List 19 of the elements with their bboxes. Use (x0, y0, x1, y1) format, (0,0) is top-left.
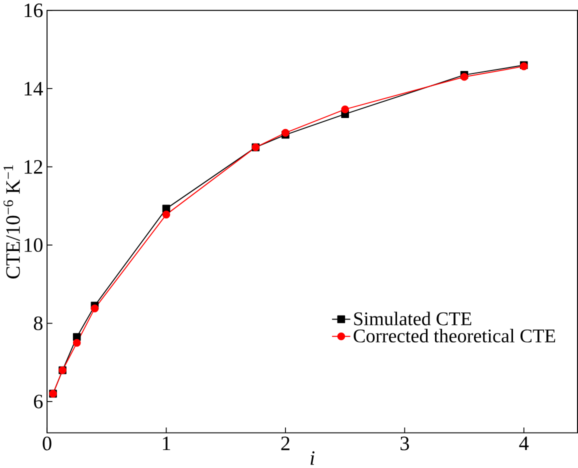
x-tick-label: 0 (42, 436, 52, 450)
point (162, 210, 170, 218)
point (72, 338, 81, 347)
y-tick-label: 12 (24, 160, 42, 174)
y-tick-label: 6 (34, 394, 43, 408)
legend-label: Simulated CTE (354, 312, 472, 326)
point (341, 105, 349, 114)
y-tick-label: 8 (34, 316, 42, 330)
x-axis-title: i (310, 451, 314, 465)
y-axis-title: CTE/10$^{−6}$ K$^{−1}$ (4, 165, 20, 278)
x-tick-label: 1 (162, 436, 170, 450)
y-tick-label: 10 (24, 238, 42, 252)
y-tick-label: 14 (24, 82, 43, 96)
legend-label: Corrected theoretical CTE (354, 328, 556, 342)
point (90, 304, 99, 312)
y-tick-label: 16 (24, 3, 43, 18)
x-tick-label: 3 (400, 436, 409, 450)
x-tick-label: 4 (519, 436, 529, 450)
x-tick-label: 2 (281, 436, 290, 450)
